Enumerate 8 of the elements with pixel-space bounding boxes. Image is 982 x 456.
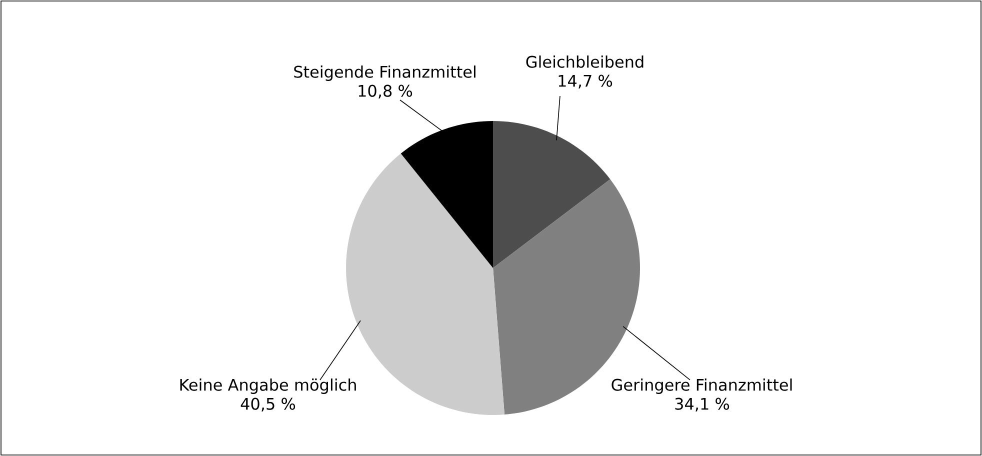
- slice-label: Steigende Finanzmittel: [294, 65, 476, 81]
- data-label: 14,7 %: [558, 74, 612, 89]
- slice-label: Geringere Finanzmittel: [612, 378, 792, 394]
- slice-label: Gleichbleibend: [526, 55, 644, 68]
- data-label: 40,5 %: [240, 398, 296, 412]
- data-label: 34,1 %: [675, 398, 730, 412]
- data-label: 10,8 %: [358, 84, 412, 99]
- slice-label: Keine Angabe möglich: [180, 378, 356, 394]
